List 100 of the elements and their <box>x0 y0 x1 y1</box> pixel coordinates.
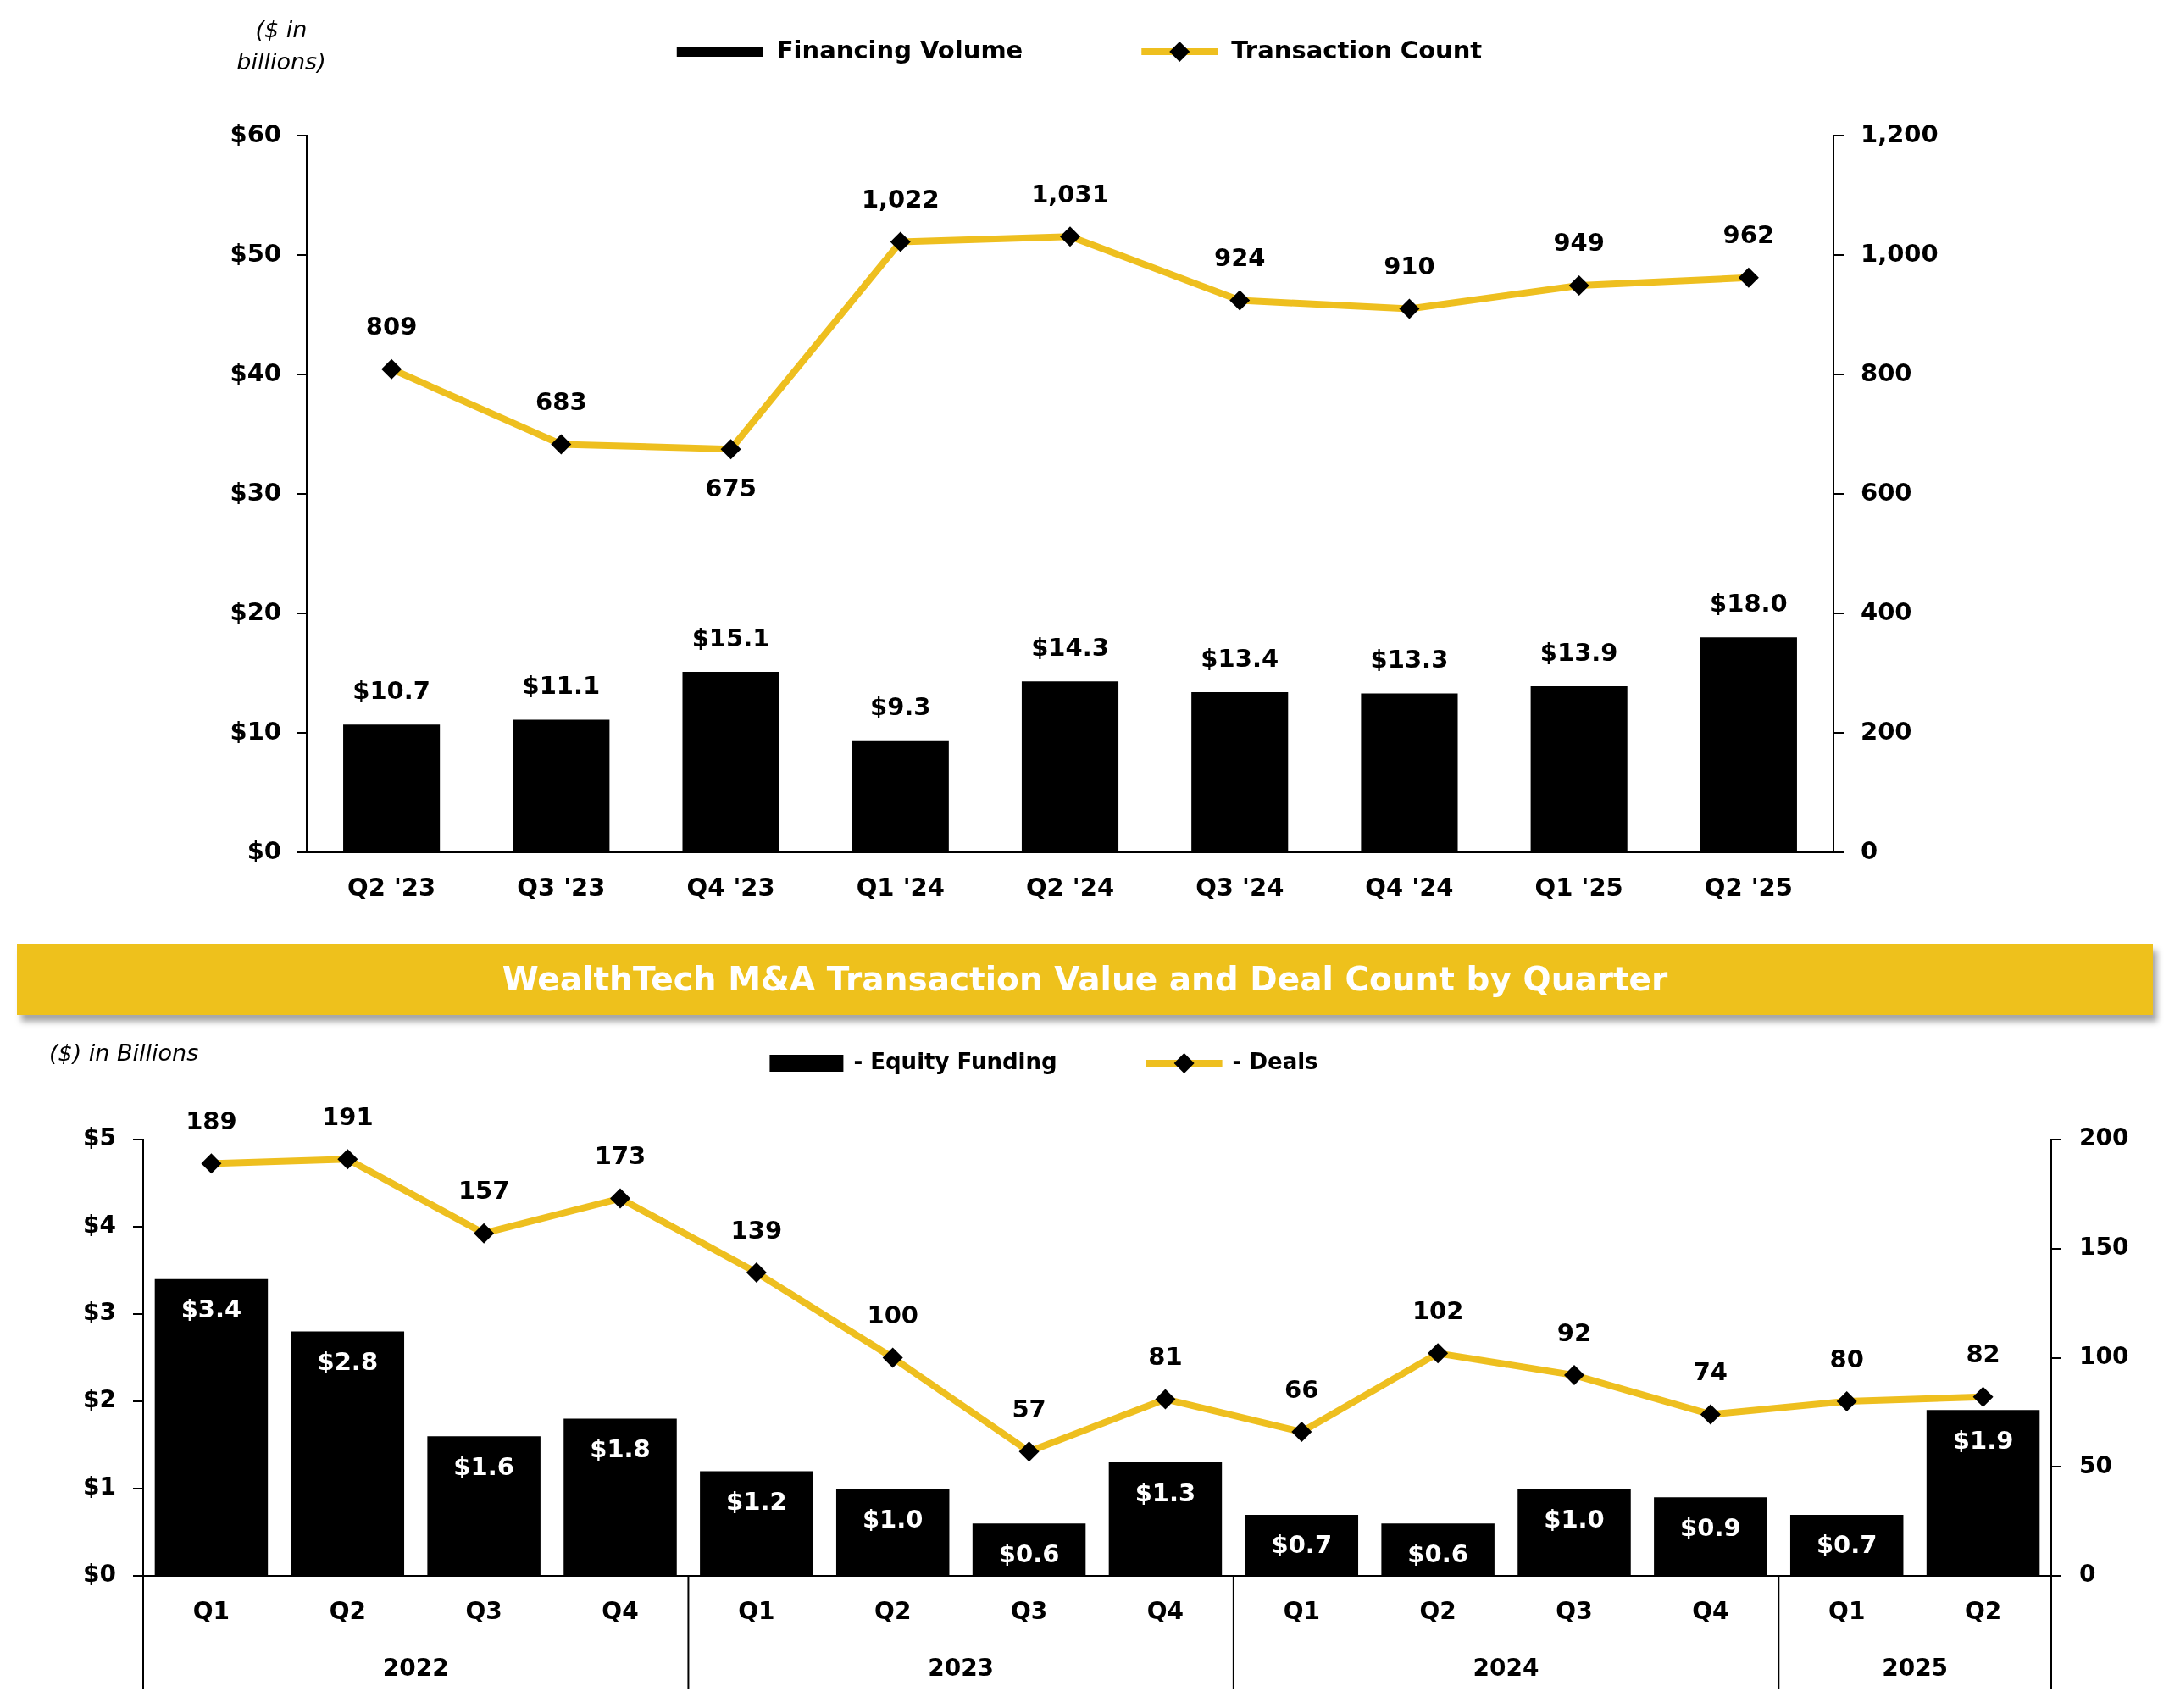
x-tick-label: Q4 <box>1692 1597 1729 1626</box>
y-tick-label: $2 <box>83 1385 116 1414</box>
y2-tick-label: 0 <box>1861 835 1878 865</box>
y2-tick-label: 0 <box>2079 1560 2096 1589</box>
y2-tick-label: 600 <box>1861 477 1912 507</box>
x-tick-label: Q1 <box>738 1597 775 1626</box>
data-label: 1,031 <box>1031 179 1109 208</box>
data-label: 173 <box>594 1141 646 1171</box>
y-tick-label: $3 <box>83 1298 116 1327</box>
y-tick-label: $10 <box>230 716 281 746</box>
data-label: $0.9 <box>1680 1512 1741 1542</box>
legend-label: Transaction Count <box>1231 35 1483 64</box>
x-tick-label: Q2 <box>1419 1597 1456 1626</box>
data-label: 66 <box>1284 1374 1319 1404</box>
data-label: 924 <box>1213 243 1266 273</box>
y-tick-label: $20 <box>230 596 281 626</box>
x-tick-label: Q2 '25 <box>1704 872 1793 901</box>
data-label: 1,022 <box>861 185 940 214</box>
data-label: $10.7 <box>352 675 430 705</box>
y2-tick-label: 400 <box>1861 596 1912 626</box>
x-tick-label: Q2 <box>874 1597 912 1626</box>
y2-tick-label: 150 <box>2079 1233 2129 1262</box>
y-tick-label: $0 <box>247 835 281 865</box>
data-label: 675 <box>705 473 757 502</box>
y-tick-label: $5 <box>83 1123 116 1152</box>
text: 2024 <box>1473 1654 1539 1683</box>
y-tick-label: $0 <box>83 1560 116 1589</box>
y-axis-title: ($) in Billions <box>49 1040 199 1067</box>
legend-label: - Deals <box>1232 1048 1318 1074</box>
data-label: 81 <box>1148 1341 1183 1371</box>
data-label: $11.1 <box>522 671 601 701</box>
data-label: $1.0 <box>862 1504 924 1533</box>
data-label: 949 <box>1553 228 1605 258</box>
data-label: $0.7 <box>1271 1530 1333 1560</box>
x-tick-label: Q2 '23 <box>347 872 436 901</box>
x-tick-label: Q4 <box>602 1597 639 1626</box>
x-tick-label: Q3 '24 <box>1195 872 1284 901</box>
data-label: 100 <box>867 1300 918 1330</box>
data-label: $1.3 <box>1134 1478 1196 1507</box>
x-tick-label: Q2 <box>329 1597 366 1626</box>
data-label: $13.9 <box>1539 637 1618 667</box>
text: 2025 <box>1882 1654 1949 1683</box>
data-label: 191 <box>322 1101 374 1131</box>
x-tick-label: Q1 <box>1283 1597 1320 1626</box>
x-tick-label: Q3 '23 <box>517 872 606 901</box>
data-label: $0.6 <box>1407 1539 1468 1568</box>
data-label: 189 <box>186 1106 237 1135</box>
data-label: $13.4 <box>1201 643 1279 673</box>
y2-tick-label: 50 <box>2079 1450 2112 1479</box>
x-tick-label: Q4 '23 <box>686 872 775 901</box>
data-label: $1.2 <box>726 1486 787 1516</box>
data-label: $9.3 <box>870 692 931 722</box>
y2-tick-label: 1,200 <box>1861 119 1939 148</box>
x-tick-label: Q1 <box>192 1597 230 1626</box>
y-tick-label: $4 <box>83 1211 116 1239</box>
text: 2022 <box>382 1654 449 1683</box>
x-tick-label: Q1 '25 <box>1534 872 1623 901</box>
data-label: $1.8 <box>590 1434 651 1464</box>
x-tick-label: Q4 '24 <box>1365 872 1454 901</box>
data-label: $0.6 <box>998 1539 1060 1568</box>
y2-tick-label: 200 <box>2079 1123 2129 1152</box>
data-label: 809 <box>365 312 418 341</box>
legend-label: - Equity Funding <box>853 1048 1057 1074</box>
data-label: $15.1 <box>691 623 770 652</box>
data-label: 683 <box>535 387 587 417</box>
data-label: 962 <box>1722 220 1775 250</box>
data-label: 92 <box>1556 1317 1592 1347</box>
x-tick-label: Q1 <box>1828 1597 1866 1626</box>
data-label: 80 <box>1829 1344 1864 1373</box>
legend-label: Financing Volume <box>776 35 1023 64</box>
x-tick-label: Q4 <box>1146 1597 1184 1626</box>
data-label: 910 <box>1384 251 1435 280</box>
x-tick-label: Q1 '24 <box>856 872 945 901</box>
x-tick-label: Q3 <box>1556 1597 1593 1626</box>
data-label: $3.4 <box>180 1295 242 1324</box>
data-label: $13.3 <box>1370 645 1449 674</box>
y2-tick-label: 100 <box>2079 1341 2129 1370</box>
y-tick-label: $40 <box>230 358 281 387</box>
data-label: 74 <box>1693 1356 1728 1386</box>
data-label: $0.7 <box>1816 1530 1878 1560</box>
data-label: 157 <box>458 1176 510 1206</box>
y-axis-title: ($ in billions) <box>236 16 326 75</box>
y2-tick-label: 200 <box>1861 716 1912 746</box>
x-tick-label: Q3 <box>465 1597 502 1626</box>
data-label: 57 <box>1012 1394 1046 1423</box>
x-tick-label: Q2 <box>1964 1597 2002 1626</box>
data-label: 82 <box>1966 1339 2000 1369</box>
y-tick-label: $50 <box>230 238 281 268</box>
data-label: $1.0 <box>1544 1504 1605 1533</box>
chart-title: WealthTech M&A Transaction Value and Deal Count by Quarter <box>502 960 1668 998</box>
y2-tick-label: 800 <box>1861 358 1912 387</box>
data-label: $1.6 <box>453 1451 514 1481</box>
data-label: 139 <box>730 1215 783 1245</box>
text: 2023 <box>928 1654 995 1683</box>
data-label: $1.9 <box>1952 1425 2014 1455</box>
data-label: $18.0 <box>1710 588 1788 618</box>
data-label: 102 <box>1412 1295 1464 1325</box>
y-tick-label: $60 <box>230 119 281 148</box>
x-tick-label: Q3 <box>1010 1597 1048 1626</box>
y2-tick-label: 1,000 <box>1861 238 1939 268</box>
